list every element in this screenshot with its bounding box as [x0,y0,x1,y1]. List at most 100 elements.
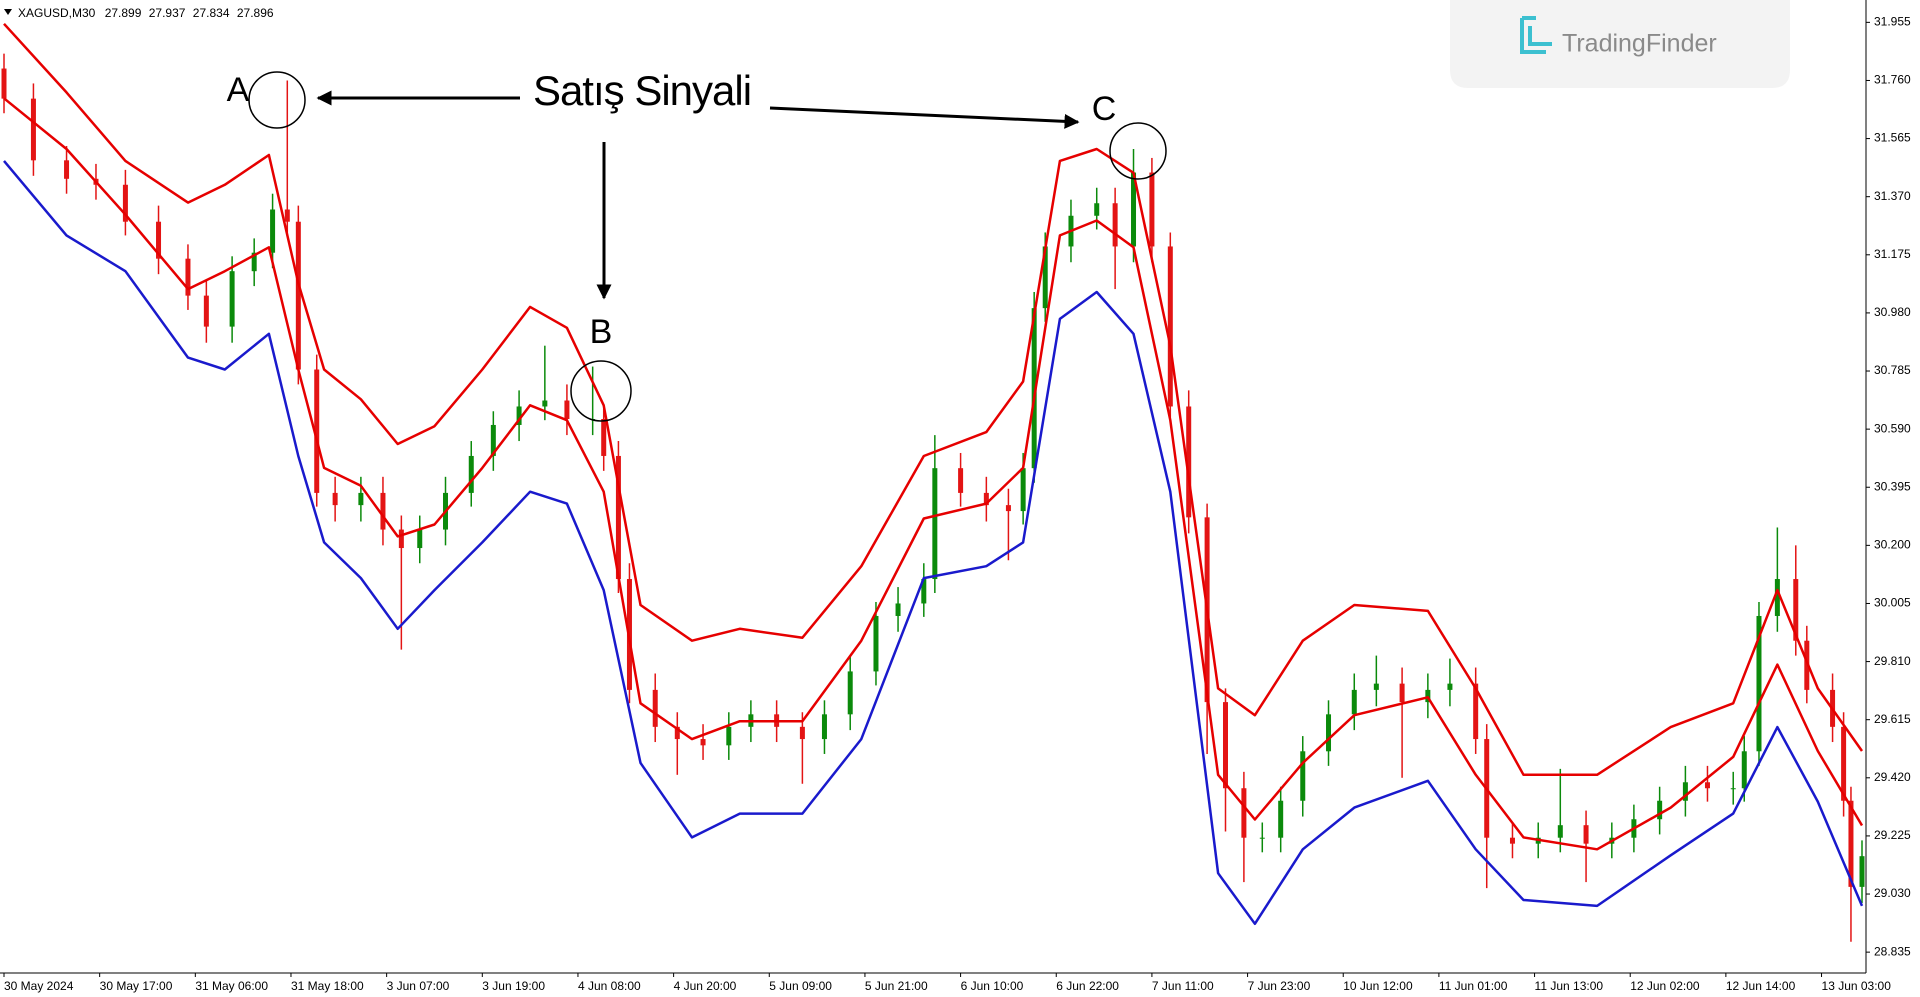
watermark-text: TradingFinder [1562,30,1717,58]
candle-body [615,455,621,580]
band-line [3,160,1864,926]
candle-body [332,492,338,506]
candle-body [270,209,276,253]
candle-body [1473,683,1479,740]
candle-body [1326,714,1332,752]
candle-body [1704,782,1710,789]
annotations: Satış Sinyali A B C [227,67,1167,422]
y-tick-label: 30.980 [1874,305,1911,319]
candle-body [847,671,853,715]
y-tick-label: 30.590 [1874,421,1911,435]
y-tick-label: 31.370 [1874,189,1911,203]
candle-body [1259,837,1265,839]
x-tick-label: 4 Jun 08:00 [578,979,641,993]
header-low: 27.834 [193,6,230,20]
point-label: B [590,313,613,351]
candle-body [314,369,320,493]
candle-body [1730,788,1736,790]
candle-body [1222,702,1228,789]
candle-body [516,406,522,425]
candle-body [1241,788,1247,838]
x-tick-label: 11 Jun 01:00 [1439,979,1508,993]
x-tick-label: 6 Jun 10:00 [961,979,1024,993]
x-tick-label: 13 Jun 03:00 [1822,979,1892,993]
x-tick-label: 6 Jun 22:00 [1056,979,1119,993]
candle-body [229,271,235,327]
y-tick-label: 31.565 [1874,131,1911,145]
candle-body [564,400,570,420]
x-tick-label: 12 Jun 14:00 [1726,979,1796,993]
symbol: XAGUSD,M30 [18,6,96,20]
candle-body [1373,683,1379,690]
y-tick-label: 29.420 [1874,770,1911,784]
candle-body [417,529,423,549]
x-tick-label: 30 May 17:00 [100,979,173,993]
candle-body [1094,203,1100,216]
x-tick-label: 7 Jun 23:00 [1248,979,1311,993]
candle-body [873,615,879,672]
candle-body [251,252,257,272]
candle-body [799,726,805,740]
candle-body [1005,505,1011,512]
candle-body [601,419,607,456]
y-tick-label: 31.760 [1874,73,1911,87]
x-tick-label: 30 May 2024 [4,979,74,993]
y-tick-label: 29.615 [1874,712,1911,726]
header-high: 27.937 [149,6,186,20]
y-tick-label: 28.835 [1874,944,1911,958]
candle-body [1186,406,1192,518]
candle-body [1351,689,1357,715]
candle-body [1131,172,1137,247]
candle-body [1399,683,1405,703]
point-label: C [1092,90,1117,128]
candle-body [1557,825,1563,838]
x-tick-label: 5 Jun 21:00 [865,979,928,993]
candle-body [542,400,548,407]
candle-body [1682,782,1688,801]
candle-body [1447,683,1453,690]
x-tick-label: 31 May 18:00 [291,979,364,993]
candle-body [1756,615,1762,752]
band-line [3,97,1864,851]
candle-body [1278,800,1284,838]
x-tick-label: 4 Jun 20:00 [674,979,737,993]
watermark-logo [1520,16,1552,54]
header-open: 27.899 [105,6,142,20]
symbol-marker [4,9,12,15]
candle-body [895,603,901,616]
y-tick-label: 31.175 [1874,247,1911,261]
candle-body [122,184,128,222]
candle-body [1741,751,1747,789]
candle-body [1774,579,1780,616]
candle-body [958,468,964,493]
y-tick-label: 29.030 [1874,886,1911,900]
candle-body [1657,800,1663,820]
header: XAGUSD,M30 27.899 27.937 27.834 27.896 [18,6,274,20]
candle-body [203,295,209,327]
candle-body [1509,837,1515,844]
x-tick-label: 31 May 06:00 [195,979,268,993]
arrow [769,106,1080,129]
y-tick-label: 31.955 [1874,15,1911,29]
header-close: 27.896 [237,6,274,20]
y-tick-label: 29.810 [1874,654,1911,668]
x-tick-label: 11 Jun 13:00 [1535,979,1604,993]
candle-body [358,492,364,506]
candle-body [1425,689,1431,703]
candle-body [64,160,70,179]
candle-body [1841,726,1847,801]
x-tick-label: 7 Jun 11:00 [1152,979,1214,993]
candle-body [295,221,301,370]
y-tick-label: 30.785 [1874,363,1911,377]
candle-body [821,714,827,740]
candle-body [1848,800,1854,887]
candle-body [156,221,162,259]
candle-body [398,529,404,549]
watermark: TradingFinder [1450,0,1790,88]
y-tick-label: 30.395 [1874,479,1911,493]
candle-body [1,68,7,99]
x-tick-label: 3 Jun 19:00 [482,979,545,993]
y-tick-label: 30.005 [1874,596,1911,610]
